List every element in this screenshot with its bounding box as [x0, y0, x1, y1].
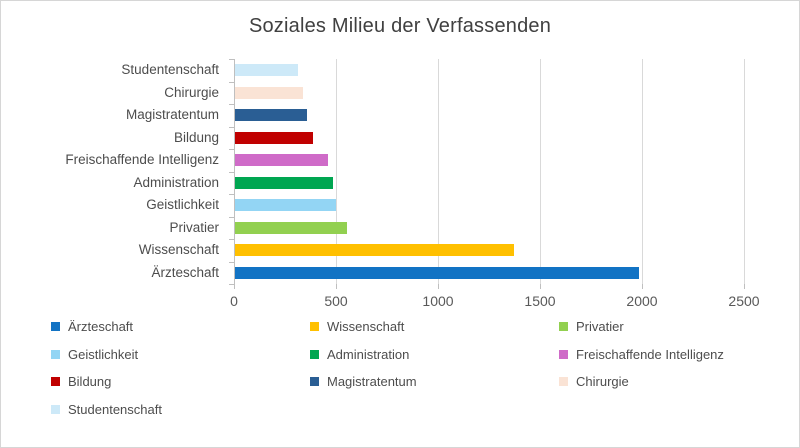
y-tick-mark — [229, 81, 234, 83]
category-label: Freischaffende Intelligenz — [65, 152, 219, 167]
legend-swatch — [51, 377, 60, 387]
y-tick-mark — [229, 104, 234, 105]
legend-item: Chirurgie — [559, 374, 791, 389]
legend-label: Studentenschaft — [68, 401, 162, 417]
legend-label: Magistratentum — [327, 374, 417, 390]
category-label: Ärzteschaft — [151, 264, 219, 280]
y-tick-mark — [229, 284, 234, 285]
legend-swatch — [51, 322, 60, 332]
gridline — [336, 59, 337, 284]
bar — [235, 109, 308, 122]
bar — [235, 266, 639, 279]
y-tick-mark — [229, 171, 234, 173]
legend-label: Bildung — [68, 374, 112, 390]
legend-item: Ärzteschaft — [51, 319, 310, 334]
y-tick-mark — [229, 59, 234, 60]
x-tick-mark — [234, 284, 235, 289]
y-tick-mark — [229, 194, 234, 195]
gridline — [744, 59, 745, 284]
y-tick-mark — [229, 239, 234, 240]
legend-label: Wissenschaft — [327, 319, 405, 335]
x-tick-label: 2000 — [626, 293, 658, 309]
x-tick-mark — [438, 284, 439, 289]
category-label: Chirurgie — [164, 84, 219, 100]
x-tick-label: 2500 — [728, 293, 760, 309]
y-tick-mark — [229, 149, 234, 150]
category-label: Wissenschaft — [138, 242, 219, 257]
legend-label: Privatier — [576, 319, 624, 335]
legend-item: Freischaffende Intelligenz — [559, 347, 791, 362]
bar — [235, 199, 336, 212]
x-tick-mark — [336, 284, 337, 289]
legend-swatch — [559, 377, 568, 387]
legend-label: Geistlichkeit — [68, 346, 139, 362]
legend-label: Ärzteschaft — [68, 319, 134, 335]
x-tick-mark — [642, 284, 643, 289]
x-tick-label: 1000 — [422, 293, 454, 309]
legend-swatch — [51, 404, 60, 414]
x-tick-mark — [540, 284, 541, 289]
gridline — [642, 59, 643, 284]
legend-label: Freischaffende Intelligenz — [576, 346, 724, 362]
bar — [235, 131, 313, 144]
value-axis-line — [234, 59, 235, 284]
legend-item: Geistlichkeit — [51, 347, 310, 362]
legend-swatch — [559, 322, 568, 332]
bar — [235, 221, 348, 234]
legend-item: Administration — [310, 347, 559, 362]
category-label: Privatier — [169, 219, 219, 235]
category-label: Studentenschaft — [121, 62, 219, 77]
x-tick-label: 500 — [324, 293, 348, 309]
x-tick-label: 1500 — [524, 293, 556, 309]
category-label: Magistratentum — [125, 107, 219, 122]
legend-item: Bildung — [51, 374, 310, 389]
legend: Ärzteschaft Wissenschaft Privatier Geistlic… — [51, 313, 791, 423]
y-tick-mark — [229, 261, 234, 263]
legend-item: Magistratentum — [310, 374, 559, 389]
legend-item: Privatier — [559, 319, 791, 334]
x-tick-mark — [744, 284, 745, 289]
y-tick-mark — [229, 126, 234, 128]
legend-swatch — [559, 349, 568, 359]
chart-title: Soziales Milieu der Verfassenden — [248, 15, 552, 37]
legend-swatch — [310, 377, 319, 387]
legend-item: Studentenschaft — [51, 402, 310, 417]
legend-label: Administration — [327, 346, 410, 362]
category-label: Geistlichkeit — [146, 197, 219, 212]
legend-swatch — [51, 349, 60, 359]
gridline — [438, 59, 439, 284]
plot-area — [229, 59, 745, 289]
legend-item: Wissenschaft — [310, 319, 559, 334]
category-label: Bildung — [173, 129, 219, 145]
legend-swatch — [310, 349, 319, 359]
bar — [235, 154, 328, 167]
gridline — [540, 59, 541, 284]
x-tick-label: 0 — [230, 293, 238, 309]
legend-swatch — [310, 322, 319, 332]
bar — [235, 86, 304, 99]
bar — [235, 64, 299, 77]
legend-label: Chirurgie — [576, 374, 629, 390]
bar — [235, 244, 515, 257]
category-label: Administration — [133, 174, 219, 190]
bar — [235, 176, 333, 189]
y-tick-mark — [229, 216, 234, 218]
